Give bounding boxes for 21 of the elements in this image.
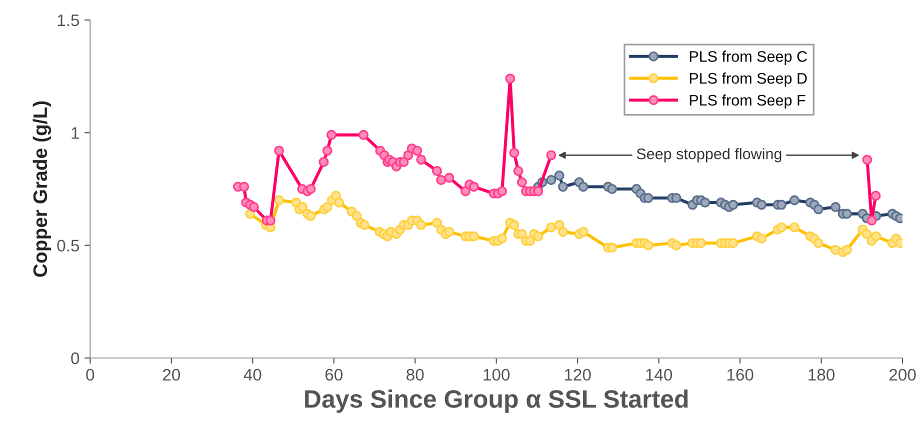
y-tick-label: 1.5 <box>58 14 80 26</box>
x-tick-label: 100 <box>484 368 510 381</box>
x-tick-label: 180 <box>808 368 835 381</box>
y-tick-label: 0.5 <box>57 240 80 252</box>
x-tick-label: 40 <box>244 368 262 381</box>
x-tick-label: 120 <box>564 368 591 381</box>
annotation: Seep stopped flowing <box>636 148 782 162</box>
x-tick-label: 80 <box>406 368 424 381</box>
x-axis-title: Days Since Group α SSL Started <box>305 390 688 413</box>
x-tick-label: 140 <box>646 368 672 381</box>
legend-label: PLS from Seep D <box>690 72 807 87</box>
x-tick-label: 60 <box>325 368 342 381</box>
x-tick-label: 0 <box>86 368 94 381</box>
y-tick-label: 1 <box>72 127 79 139</box>
x-tick-label: 160 <box>727 368 754 381</box>
x-tick-label: 20 <box>162 368 180 381</box>
legend-label: PLS from Seep F <box>690 94 806 109</box>
y-axis-title: Copper Grade (g/L) <box>32 101 52 277</box>
y-tick-label: 0 <box>71 352 80 364</box>
legend-label: PLS from Seep C <box>690 50 807 65</box>
x-tick-label: 200 <box>889 368 916 381</box>
